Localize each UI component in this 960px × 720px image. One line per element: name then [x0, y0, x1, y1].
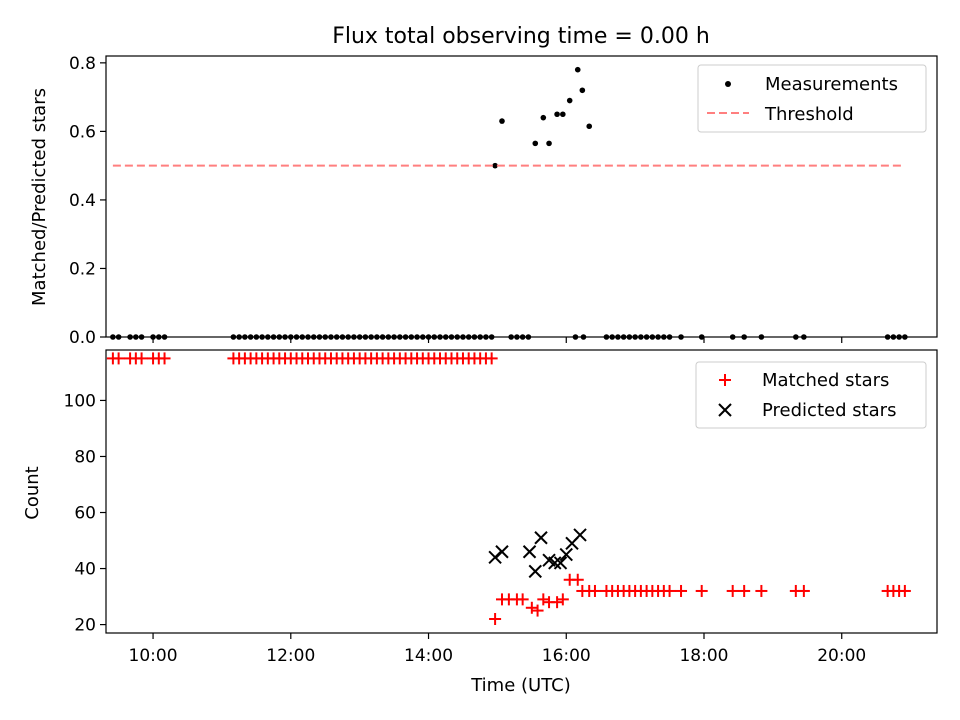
top-y-tick-label: 0.4 — [69, 191, 96, 211]
measurement-point — [560, 111, 566, 118]
legend-measurements-label: Measurements — [765, 74, 898, 95]
x-tick-label: 14:00 — [404, 646, 453, 666]
top-panel-frame — [105, 55, 938, 338]
bottom-panel: 10:00 12:00 14:00 16:00 18:00 20:00 20 40 60 80 10… — [22, 349, 938, 696]
matched-star-point — [663, 584, 676, 597]
top-y-axis-label: Matched/Predicted stars — [29, 88, 50, 306]
matched-star-point — [485, 352, 498, 365]
matched-star-point — [898, 584, 911, 597]
predicted-star-point — [553, 556, 568, 570]
matched-star-point — [516, 593, 529, 606]
matched-star-point — [489, 612, 502, 625]
bottom-legend-box — [695, 361, 927, 429]
legend-predicted-label: Predicted stars — [762, 400, 896, 421]
x-tick-label: 18:00 — [679, 646, 728, 666]
bottom-y-axis-label: Count — [22, 466, 43, 519]
predicted-star-point — [522, 545, 537, 559]
matched-star-point — [531, 604, 544, 617]
bottom-legend: Matched stars Predicted stars — [695, 361, 927, 429]
bottom-x-axis-label: Time (UTC) — [470, 675, 571, 696]
matched-star-point — [675, 584, 688, 597]
matched-star-point — [112, 352, 125, 365]
matched-star-point — [135, 352, 148, 365]
legend-predicted-marker — [718, 403, 732, 417]
predicted-star-point — [495, 545, 509, 559]
predicted-star-point — [573, 528, 587, 542]
matched-star-point — [571, 573, 584, 586]
x-tick-label: 16:00 — [542, 646, 591, 666]
measurement-point — [574, 66, 581, 73]
legend-matched-label: Matched stars — [762, 370, 889, 391]
measurement-point — [579, 87, 586, 94]
legend-measurements-marker — [725, 81, 731, 87]
x-tick-label: 20:00 — [817, 646, 866, 666]
bottom-panel-marks — [106, 352, 911, 625]
top-y-tick-label: 0.2 — [69, 259, 96, 279]
matched-star-point — [726, 584, 739, 597]
x-tick-label: 10:00 — [129, 646, 178, 666]
top-legend: Measurements Threshold — [697, 64, 927, 133]
top-legend-box — [697, 64, 927, 133]
bottom-y-tick-label: 60 — [74, 504, 96, 524]
matched-star-point — [738, 584, 751, 597]
bottom-panel-frame — [105, 349, 938, 634]
measurement-point — [566, 97, 573, 104]
matched-star-point — [588, 584, 601, 597]
measurement-point — [554, 111, 560, 118]
matched-star-point — [755, 584, 768, 597]
predicted-star-point — [534, 531, 548, 545]
measurement-point — [492, 162, 498, 169]
matched-star-point — [537, 593, 550, 606]
predicted-star-point — [559, 547, 573, 562]
measurement-point — [532, 140, 539, 147]
top-panel-axes: 0.0 0.2 0.4 0.6 0.8 — [69, 54, 843, 348]
bottom-panel-axes: 10:00 12:00 14:00 16:00 18:00 20:00 20 40 60 80 10… — [64, 391, 867, 666]
bottom-y-tick-label: 20 — [74, 616, 96, 636]
predicted-star-point — [548, 556, 562, 570]
chart-title: Flux total observing time = 0.00 h — [332, 24, 710, 49]
bottom-y-tick-label: 100 — [64, 391, 96, 411]
measurement-point — [546, 140, 552, 147]
measurement-point — [499, 118, 505, 124]
matched-star-point — [158, 352, 171, 365]
matched-star-point — [556, 593, 569, 606]
legend-matched-marker — [719, 374, 731, 386]
bottom-y-tick-label: 40 — [74, 560, 96, 580]
matched-star-point — [797, 584, 810, 597]
matched-star-point — [551, 596, 564, 609]
top-y-tick-label: 0.8 — [69, 54, 96, 74]
top-y-tick-label: 0.0 — [69, 328, 96, 348]
top-panel: 0.00.20.40.60.8 Matched/Predicted stars … — [29, 54, 938, 348]
measurement-point — [586, 123, 593, 130]
matched-star-point — [525, 601, 538, 614]
measurement-point — [540, 114, 547, 121]
x-tick-label: 12:00 — [266, 646, 315, 666]
legend-threshold-label: Threshold — [764, 104, 854, 125]
predicted-star-point — [528, 564, 542, 579]
bottom-y-tick-label: 80 — [74, 447, 96, 467]
top-y-tick-label: 0.6 — [69, 122, 96, 142]
matched-star-point — [695, 584, 708, 597]
